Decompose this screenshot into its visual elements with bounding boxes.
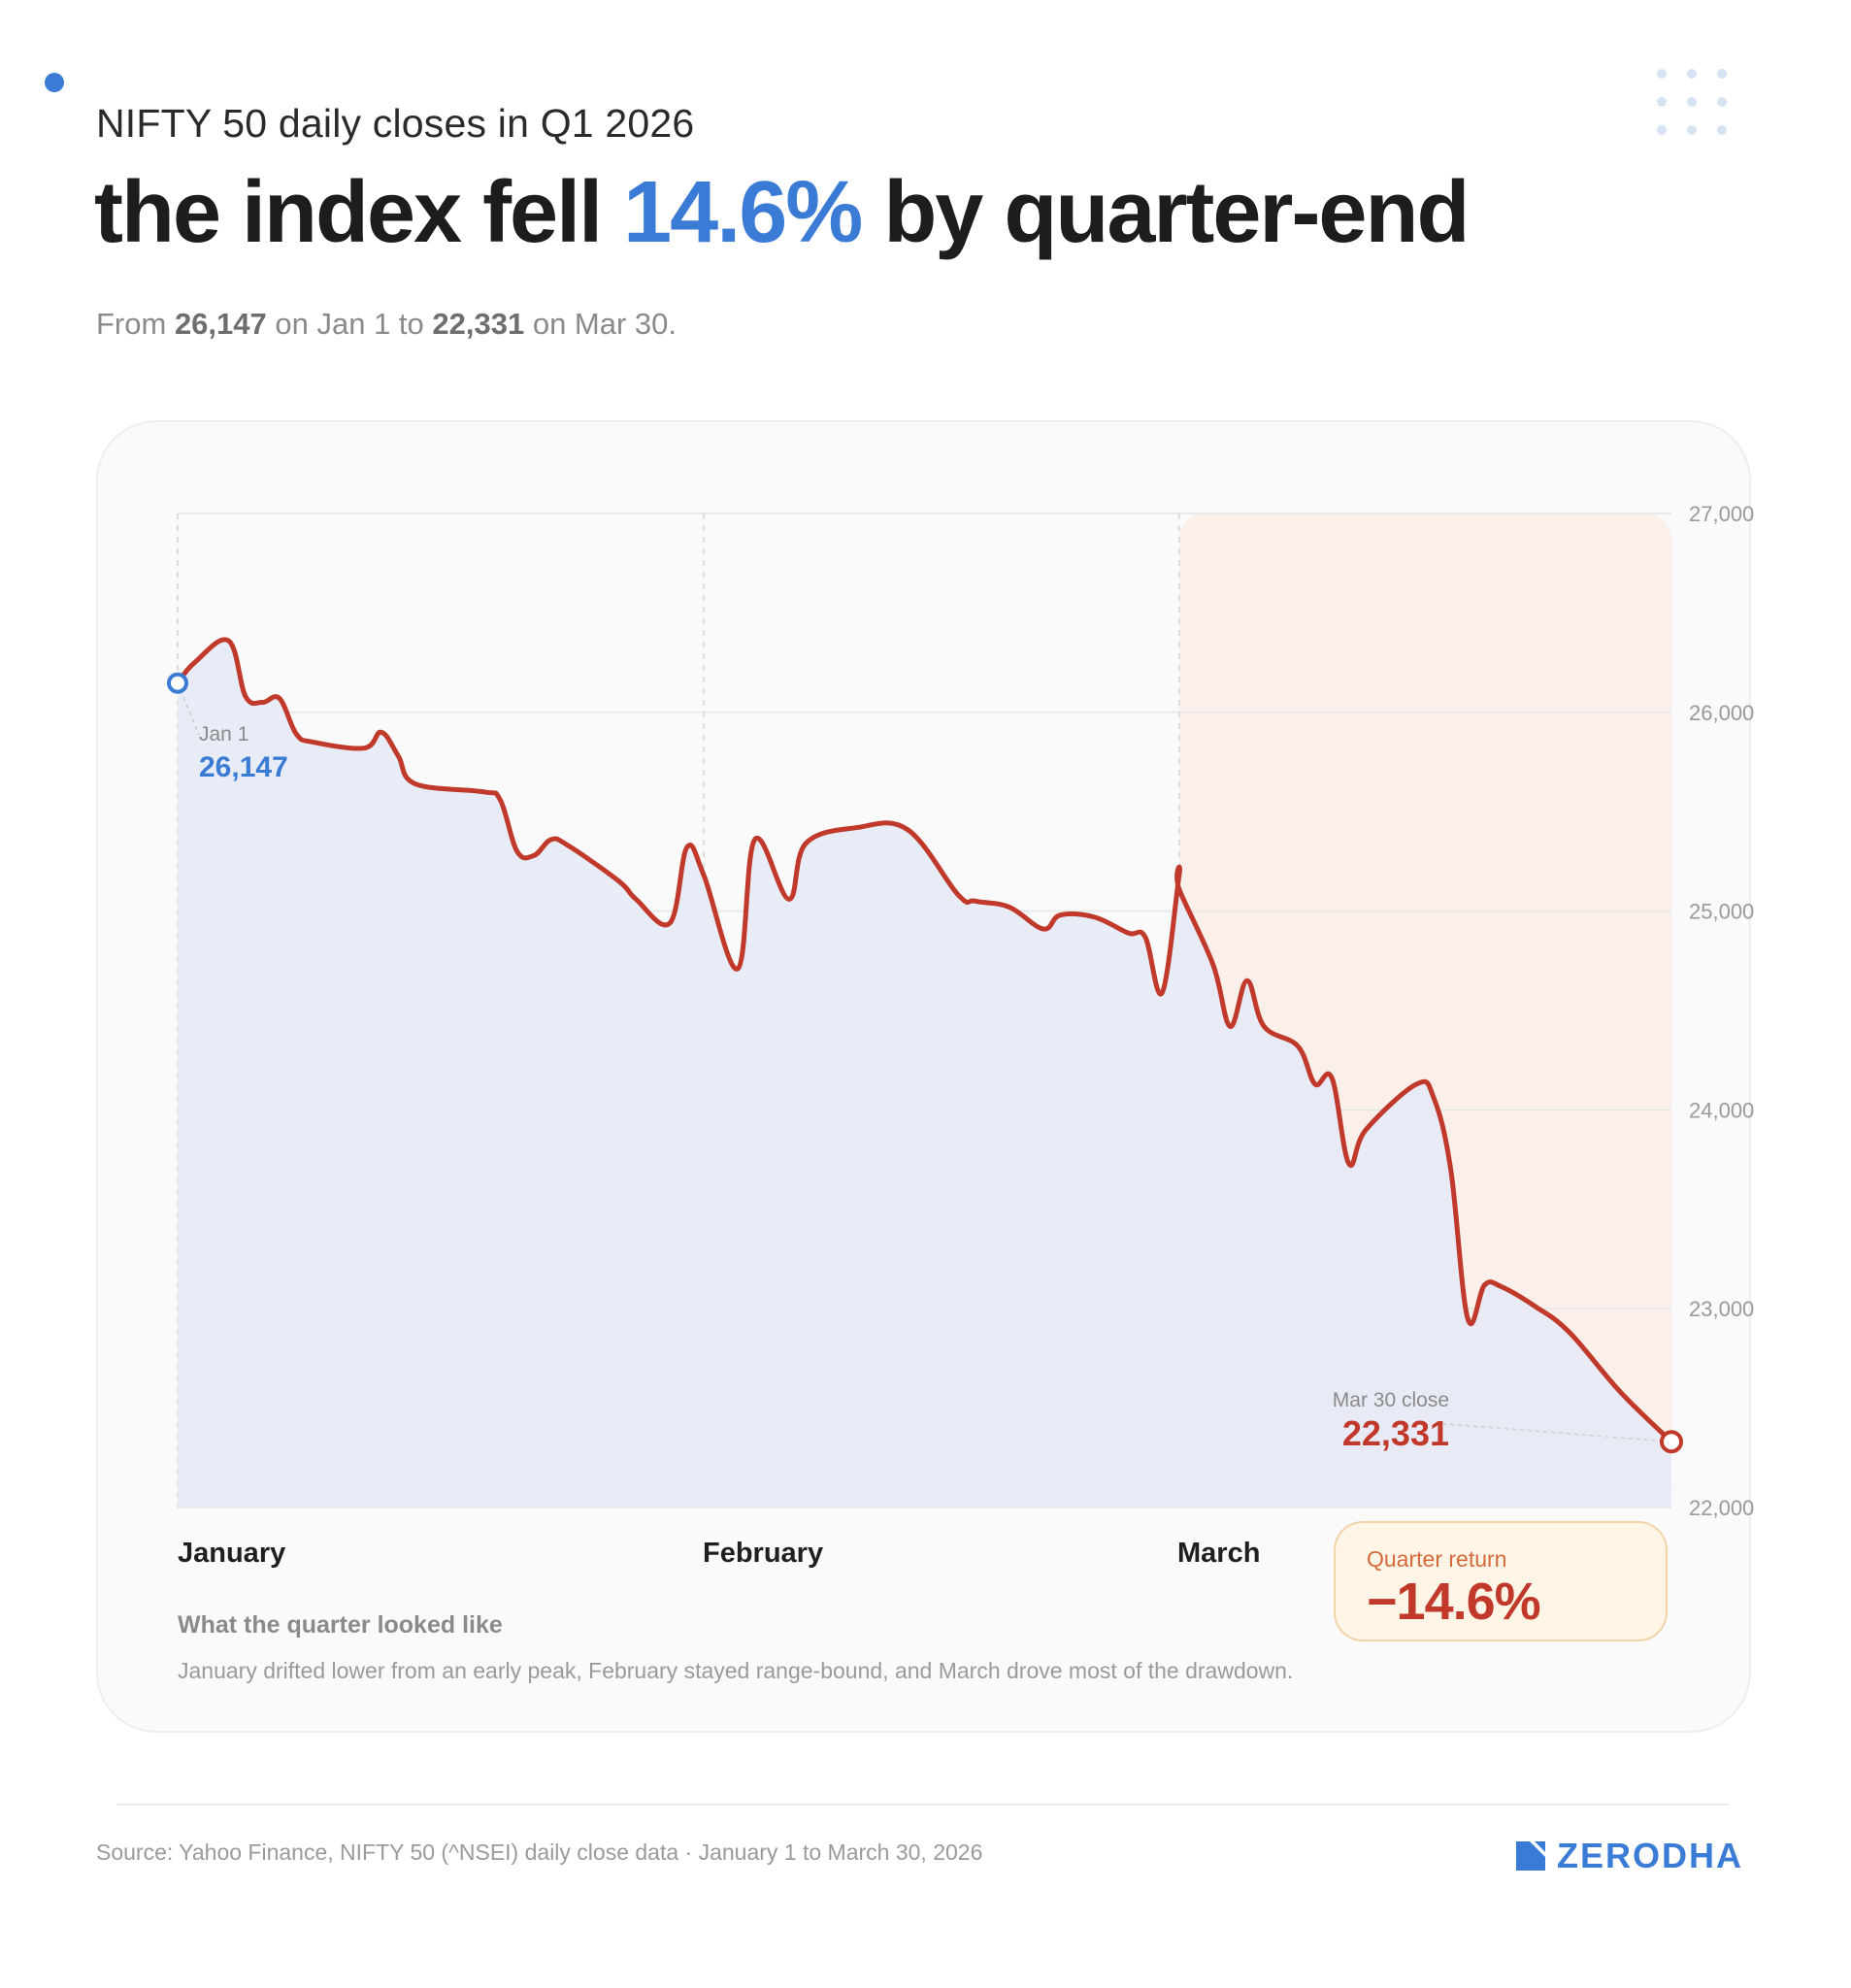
headline-post: by quarter-end xyxy=(861,164,1470,261)
month-label-january: January xyxy=(178,1538,286,1569)
brand-mark-icon xyxy=(1516,1841,1545,1871)
headline-pre: the index fell xyxy=(94,164,624,261)
page-headline: the index fell 14.6% by quarter-end xyxy=(94,163,1470,263)
start-point-value: 26,147 xyxy=(199,751,288,783)
area-fill xyxy=(178,639,1671,1508)
end-point-label: Mar 30 close xyxy=(1333,1389,1449,1411)
series-line xyxy=(175,637,1674,1444)
headline-highlight: 14.6% xyxy=(623,164,863,261)
end-leader-line xyxy=(1434,1422,1672,1442)
start-point-marker xyxy=(167,672,188,694)
footer-divider xyxy=(116,1804,1730,1806)
brand-logo: ZERODHA xyxy=(1516,1836,1743,1875)
lede-post: on Mar 30. xyxy=(524,307,678,341)
start-point-label: Jan 1 xyxy=(199,723,248,746)
page-subtitle: NIFTY 50 daily closes in Q1 2026 xyxy=(96,101,695,146)
month-label-february: February xyxy=(703,1538,824,1569)
dot-grid-decoration xyxy=(1657,69,1727,135)
brand-name: ZERODHA xyxy=(1557,1836,1743,1875)
month-label-march: March xyxy=(1177,1538,1261,1569)
source-note: Source: Yahoo Finance, NIFTY 50 (^NSEI) … xyxy=(96,1839,983,1865)
lede-end-value: 22,331 xyxy=(432,307,525,341)
y-tick-label-27000: 27,000 xyxy=(1689,502,1754,526)
quarter-return-box: Quarter return −14.6% xyxy=(1334,1521,1668,1641)
y-tick-label-25000: 25,000 xyxy=(1689,900,1754,924)
quarter-return-value: −14.6% xyxy=(1367,1573,1541,1631)
note-body: January drifted lower from an early peak… xyxy=(178,1658,1294,1683)
y-tick-label-26000: 26,000 xyxy=(1689,701,1754,725)
accent-dot xyxy=(45,73,64,92)
lede: From 26,147 on Jan 1 to 22,331 on Mar 30… xyxy=(96,307,677,342)
lede-mid: on Jan 1 to xyxy=(266,307,433,341)
y-tick-label-24000: 24,000 xyxy=(1689,1098,1754,1122)
lede-start-value: 26,147 xyxy=(174,307,267,341)
lede-from: From xyxy=(96,307,175,341)
quarter-return-label: Quarter return xyxy=(1367,1546,1507,1572)
y-tick-label-23000: 23,000 xyxy=(1689,1297,1754,1321)
end-point-marker xyxy=(1660,1430,1683,1454)
note-title: What the quarter looked like xyxy=(178,1611,503,1639)
y-tick-label-22000: 22,000 xyxy=(1689,1496,1754,1520)
end-point-value: 22,331 xyxy=(1342,1413,1449,1453)
